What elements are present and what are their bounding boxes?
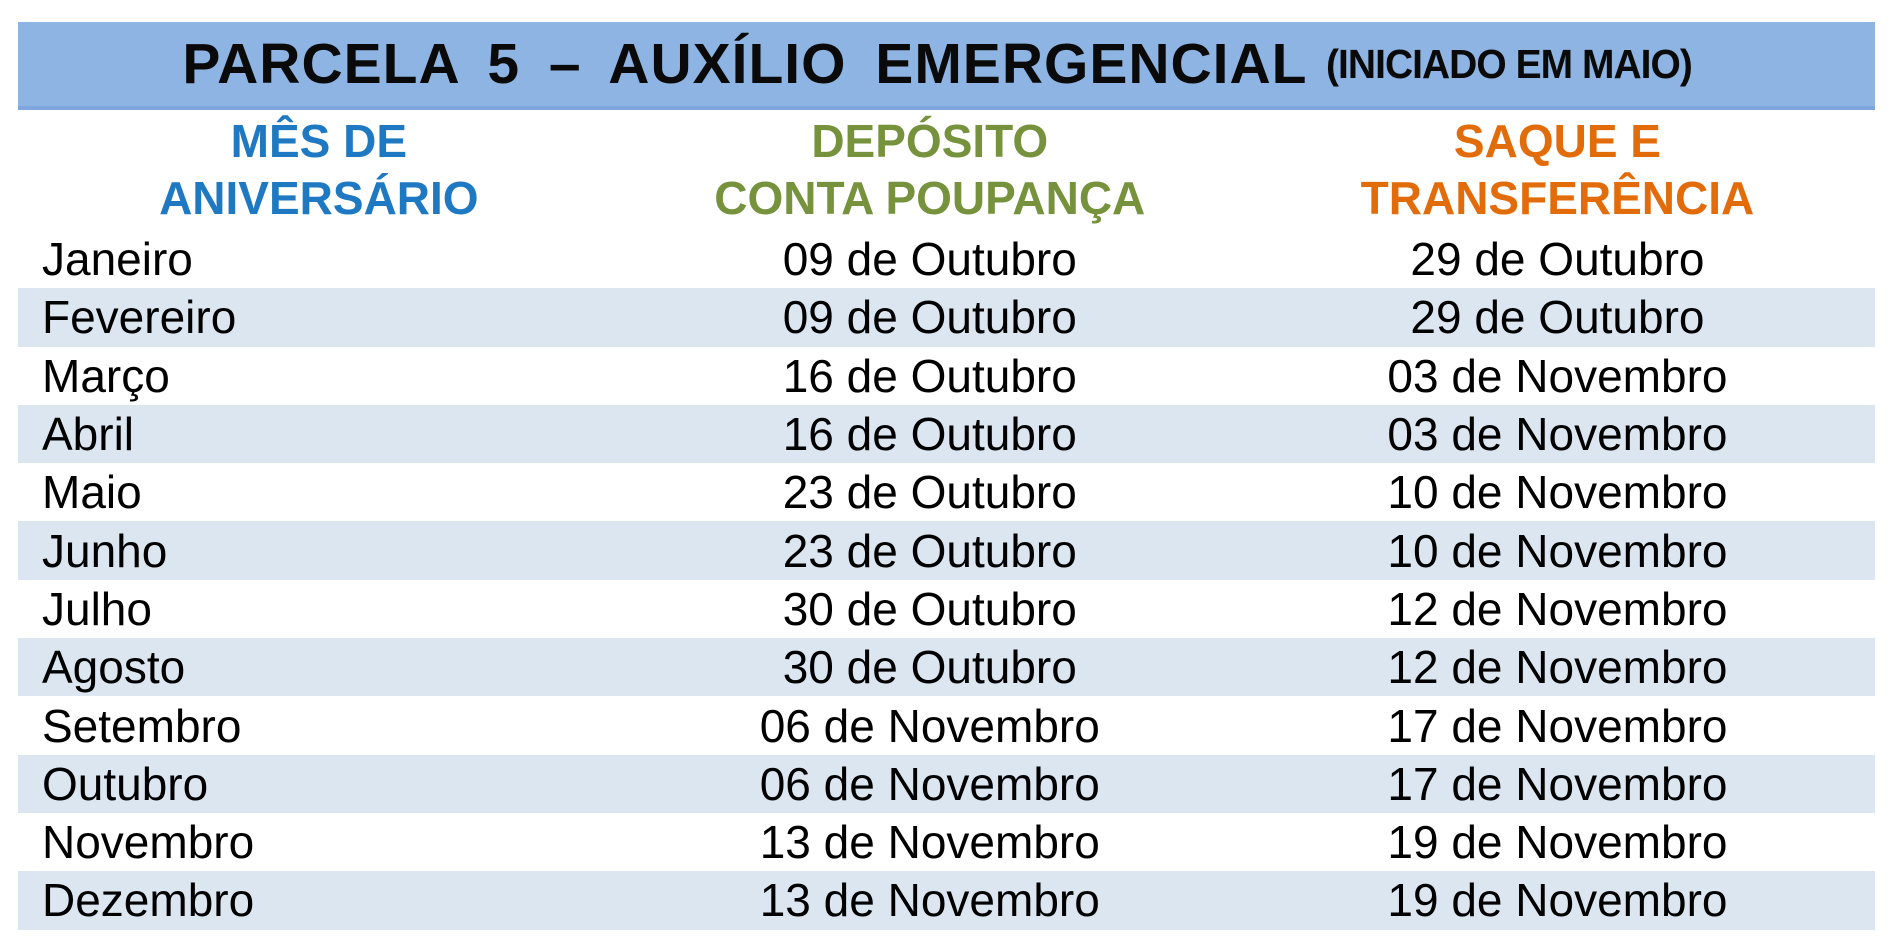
- month-cell: Abril: [42, 408, 135, 461]
- withdrawal-date-cell: 29 de Outubro: [1410, 291, 1705, 344]
- table-header-row: MÊS DE ANIVERSÁRIO DEPÓSITO CONTA POUPAN…: [18, 110, 1875, 230]
- deposit-date-cell: 16 de Outubro: [782, 349, 1077, 402]
- table-row: Junho 23 de Outubro 10 de Novembro: [18, 521, 1875, 580]
- withdrawal-date-cell: 19 de Novembro: [1387, 874, 1728, 927]
- deposit-date-cell: 13 de Novembro: [759, 874, 1100, 927]
- month-cell: Março: [42, 349, 170, 402]
- col-header-deposito-poupanca: DEPÓSITO CONTA POUPANÇA: [714, 115, 1146, 224]
- table-row: Fevereiro 09 de Outubro 29 de Outubro: [18, 288, 1875, 347]
- table-body: Janeiro 09 de Outubro 29 de Outubro Feverei…: [18, 230, 1875, 930]
- table-row: Setembro 06 de Novembro 17 de Novembro: [18, 696, 1875, 754]
- col-header-saque-transferencia: SAQUE E TRANSFERÊNCIA: [1360, 115, 1755, 224]
- month-cell: Janeiro: [42, 233, 193, 286]
- deposit-date-cell: 06 de Novembro: [759, 757, 1100, 810]
- schedule-table: MÊS DE ANIVERSÁRIO DEPÓSITO CONTA POUPAN…: [18, 110, 1875, 930]
- withdrawal-date-cell: 03 de Novembro: [1387, 408, 1728, 461]
- deposit-date-cell: 23 de Outubro: [782, 466, 1077, 519]
- payment-schedule-graphic: PARCELA 5 – AUXÍLIO EMERGENCIAL (INICIAD…: [18, 22, 1875, 930]
- withdrawal-date-cell: 12 de Novembro: [1387, 582, 1728, 635]
- month-cell: Fevereiro: [42, 291, 237, 344]
- deposit-date-cell: 16 de Outubro: [782, 408, 1077, 461]
- withdrawal-date-cell: 10 de Novembro: [1387, 524, 1728, 577]
- withdrawal-date-cell: 12 de Novembro: [1387, 641, 1728, 694]
- deposit-date-cell: 30 de Outubro: [782, 641, 1077, 694]
- withdrawal-date-cell: 17 de Novembro: [1387, 699, 1728, 752]
- withdrawal-date-cell: 17 de Novembro: [1387, 757, 1728, 810]
- table-row: Agosto 30 de Outubro 12 de Novembro: [18, 638, 1875, 697]
- table-row: Abril 16 de Outubro 03 de Novembro: [18, 404, 1875, 464]
- deposit-date-cell: 09 de Outubro: [782, 291, 1077, 344]
- withdrawal-date-cell: 19 de Novembro: [1387, 816, 1728, 869]
- month-cell: Agosto: [42, 641, 186, 694]
- deposit-date-cell: 06 de Novembro: [759, 699, 1100, 752]
- table-row: Maio 23 de Outubro 10 de Novembro: [18, 463, 1875, 521]
- table-row: Outubro 06 de Novembro 17 de Novembro: [18, 754, 1875, 813]
- page-title-suffix: (INICIADO EM MAIO): [1325, 40, 1693, 87]
- month-cell: Maio: [42, 466, 142, 519]
- table-row: Julho 30 de Outubro 12 de Novembro: [18, 580, 1875, 638]
- deposit-date-cell: 13 de Novembro: [759, 816, 1100, 869]
- withdrawal-date-cell: 29 de Outubro: [1410, 233, 1705, 286]
- deposit-date-cell: 09 de Outubro: [782, 233, 1077, 286]
- col-header-mes-aniversario: MÊS DE ANIVERSÁRIO: [159, 115, 479, 224]
- month-cell: Junho: [42, 524, 168, 577]
- table-row: Dezembro 13 de Novembro 19 de Novembro: [18, 871, 1875, 930]
- title-bar: PARCELA 5 – AUXÍLIO EMERGENCIAL (INICIAD…: [18, 22, 1875, 110]
- withdrawal-date-cell: 03 de Novembro: [1387, 349, 1728, 402]
- month-cell: Julho: [42, 582, 152, 635]
- month-cell: Outubro: [42, 757, 209, 810]
- month-cell: Setembro: [42, 699, 242, 752]
- month-cell: Novembro: [42, 816, 255, 869]
- month-cell: Dezembro: [42, 874, 255, 927]
- deposit-date-cell: 23 de Outubro: [782, 524, 1077, 577]
- withdrawal-date-cell: 10 de Novembro: [1387, 466, 1728, 519]
- table-row: Novembro 13 de Novembro 19 de Novembro: [18, 813, 1875, 871]
- page-title: PARCELA 5 – AUXÍLIO EMERGENCIAL: [182, 32, 1308, 96]
- table-row: Março 16 de Outubro 03 de Novembro: [18, 347, 1875, 405]
- deposit-date-cell: 30 de Outubro: [782, 582, 1077, 635]
- table-row: Janeiro 09 de Outubro 29 de Outubro: [18, 230, 1875, 288]
